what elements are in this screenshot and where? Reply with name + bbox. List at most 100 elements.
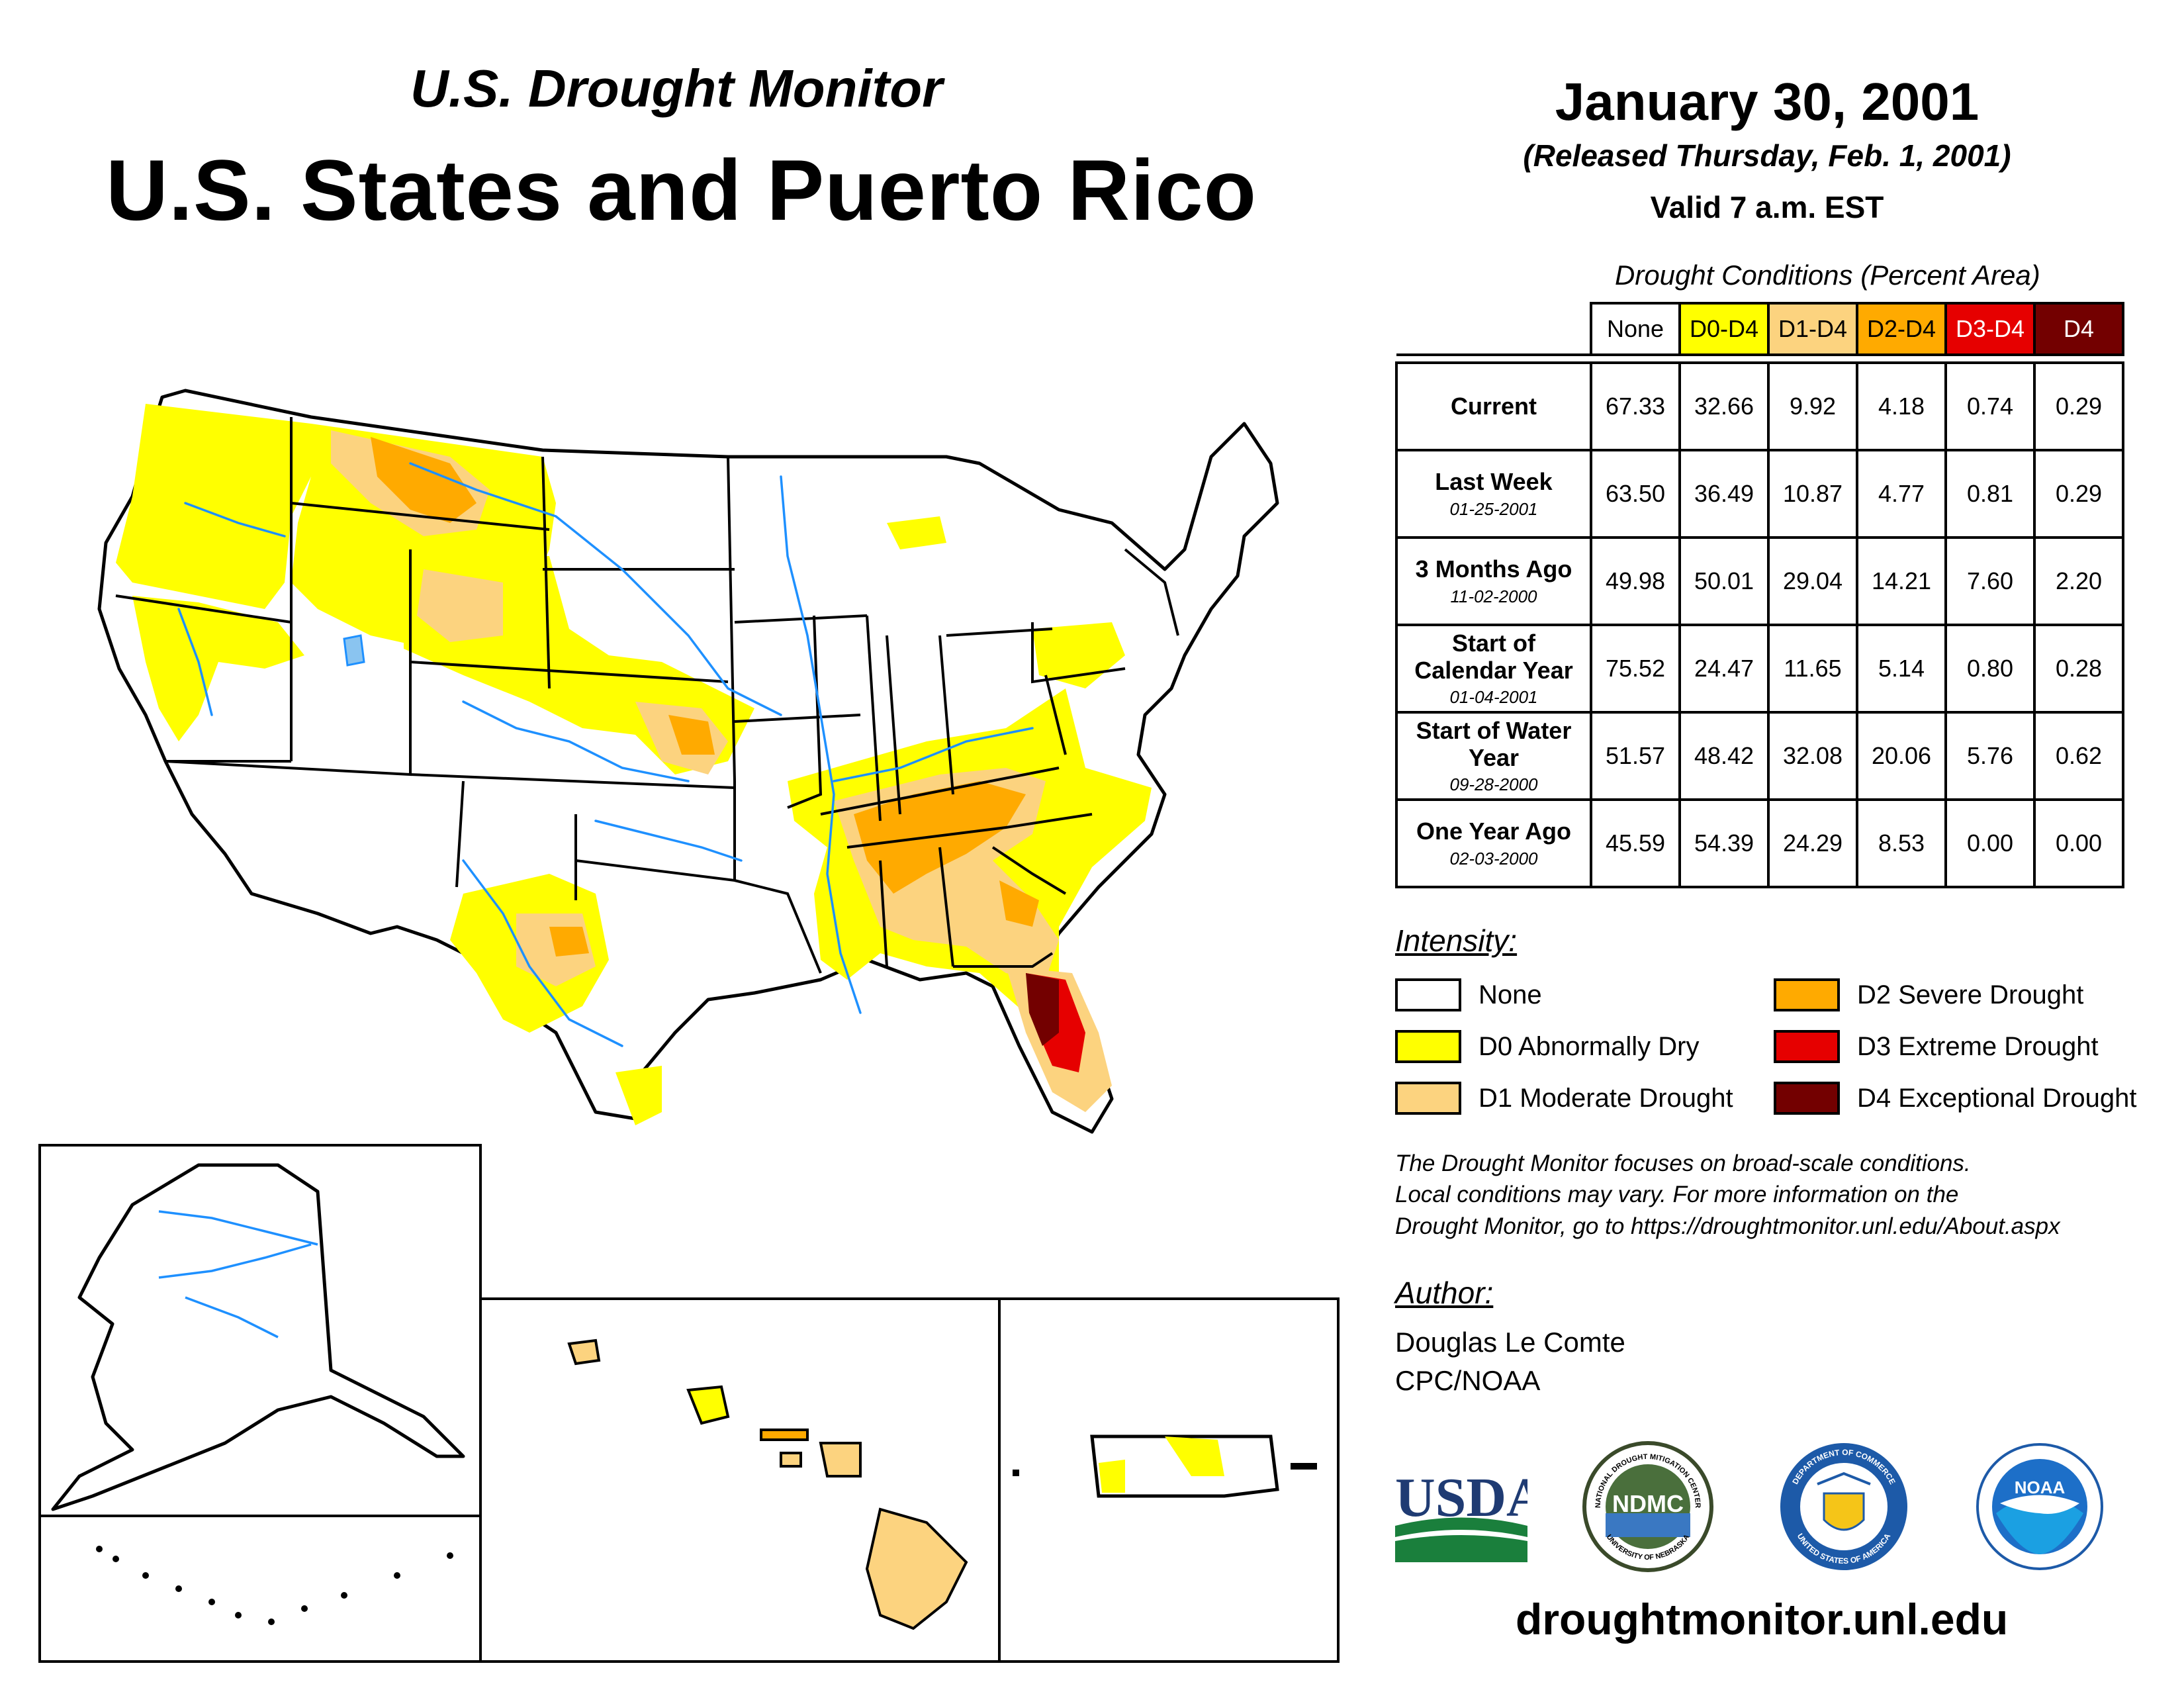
d4-florida — [1026, 973, 1059, 1046]
legend-item-d2: D2 Severe Drought — [1774, 978, 2083, 1011]
drought-table: None D0-D4 D1-D4 D2-D4 D3-D4 D4 Current … — [1395, 302, 2124, 888]
col-header-d2-d4: D2-D4 — [1856, 302, 1947, 356]
table-title: Drought Conditions (Percent Area) — [1615, 259, 2040, 291]
d0-puerto-rico-west — [1099, 1460, 1125, 1493]
legend-swatch — [1774, 1082, 1840, 1115]
footer-url-link[interactable]: droughtmonitor.unl.edu — [1516, 1595, 2009, 1644]
d0-california-nevada — [132, 596, 304, 741]
d2-southeast — [854, 781, 1026, 894]
cell-d4: 0.00 — [2033, 798, 2124, 888]
cell-d2-d4: 4.77 — [1856, 449, 1947, 539]
cell-none: 49.98 — [1590, 536, 1681, 626]
valid-time: Valid 7 a.m. EST — [1650, 190, 1884, 224]
date-block: January 30, 2001 (Released Thursday, Feb… — [1430, 71, 2105, 225]
cell-d2-d4: 14.21 — [1856, 536, 1947, 626]
col-header-d1-d4: D1-D4 — [1767, 302, 1858, 356]
cell-d1-d4: 10.87 — [1767, 449, 1858, 539]
legend-item-d4: D4 Exceptional Drought — [1774, 1082, 2136, 1115]
cell-d2-d4: 4.18 — [1856, 361, 1947, 451]
molokai — [760, 1429, 809, 1441]
author-org: CPC/NOAA — [1395, 1365, 1541, 1396]
table-row-current: Current 67.33 32.66 9.92 4.18 0.74 0.29 — [1395, 361, 2124, 451]
map-subtitle: U.S. Drought Monitor — [410, 59, 943, 118]
d2-montana — [371, 437, 477, 523]
maui — [819, 1442, 862, 1477]
table-row-last-week: Last Week 01-25-2001 63.50 36.49 10.87 4.… — [1395, 449, 2124, 539]
d0-michigan — [887, 516, 946, 549]
legend-title: Intensity: — [1395, 923, 1518, 958]
noaa-logo[interactable]: NOAA — [1974, 1440, 2106, 1576]
legend-label: D0 Abnormally Dry — [1479, 1031, 1700, 1061]
cell-d4: 2.20 — [2033, 536, 2124, 626]
d2-georgia — [999, 880, 1039, 927]
note-line[interactable]: Drought Monitor, go to https://droughtmo… — [1395, 1213, 2060, 1239]
note-line: Local conditions may vary. For more info… — [1395, 1182, 1959, 1208]
cell-d3-d4: 7.60 — [1944, 536, 2036, 626]
legend-label: D4 Exceptional Drought — [1857, 1083, 2137, 1113]
col-header-none: None — [1590, 302, 1681, 356]
usda-logo[interactable]: USDA — [1395, 1463, 1547, 1566]
hawaii-islands — [567, 1338, 968, 1630]
legend-swatch — [1774, 978, 1840, 1011]
map-title: U.S. States and Puerto Rico — [106, 142, 1257, 238]
row-label: One Year Ago 02-03-2000 — [1395, 798, 1592, 888]
table-header-row: None D0-D4 D1-D4 D2-D4 D3-D4 D4 — [1396, 302, 2124, 356]
cell-d4: 0.62 — [2033, 711, 2124, 801]
big-island — [865, 1507, 968, 1630]
commerce-seal-logo[interactable]: DEPARTMENT OF COMMERCE UNITED STATES OF … — [1778, 1440, 1910, 1576]
cell-d1-d4: 11.65 — [1767, 624, 1858, 714]
cell-d4: 0.29 — [2033, 361, 2124, 451]
cell-d3-d4: 0.74 — [1944, 361, 2036, 451]
cell-d3-d4: 5.76 — [1944, 711, 2036, 801]
cell-d0-d4: 36.49 — [1678, 449, 1770, 539]
legend-item-d3: D3 Extreme Drought — [1774, 1030, 2099, 1063]
legend-label: D3 Extreme Drought — [1857, 1031, 2099, 1061]
legend-swatch — [1395, 1030, 1461, 1063]
cell-none: 45.59 — [1590, 798, 1681, 888]
d0-pacific-northwest — [116, 404, 318, 609]
col-header-d4: D4 — [2033, 302, 2124, 356]
legend-item-d1: D1 Moderate Drought — [1395, 1082, 1733, 1115]
d1-wyoming — [417, 569, 503, 642]
cell-d2-d4: 5.14 — [1856, 624, 1947, 714]
cell-none: 51.57 — [1590, 711, 1681, 801]
kauai — [567, 1338, 601, 1366]
legend-item-none: None — [1395, 978, 1542, 1011]
d0-puerto-rico-east — [1165, 1436, 1224, 1476]
cell-d2-d4: 20.06 — [1856, 711, 1947, 801]
legend-label: D2 Severe Drought — [1857, 980, 2084, 1009]
cell-d4: 0.29 — [2033, 449, 2124, 539]
table-row-start-calendar-year: Start of Calendar Year 01-04-2001 75.52 2… — [1395, 624, 2124, 714]
cell-none: 67.33 — [1590, 361, 1681, 451]
table-row-one-year-ago: One Year Ago 02-03-2000 45.59 54.39 24.29… — [1395, 798, 2124, 888]
row-label: Last Week 01-25-2001 — [1395, 449, 1592, 539]
cell-d1-d4: 29.04 — [1767, 536, 1858, 626]
state-boundaries — [115, 417, 1179, 974]
aleutian-islands — [96, 1546, 453, 1625]
great-salt-lake — [343, 634, 365, 667]
cell-d3-d4: 0.81 — [1944, 449, 2036, 539]
noaa-logo-text: NOAA — [2015, 1477, 2066, 1497]
author-heading: Author: — [1395, 1276, 1494, 1310]
col-header-d3-d4: D3-D4 — [1944, 302, 2036, 356]
legend-label: None — [1479, 980, 1542, 1009]
ndmc-logo-text: NDMC — [1612, 1490, 1684, 1517]
rivers — [177, 462, 1034, 1047]
cell-d0-d4: 50.01 — [1678, 536, 1770, 626]
alaska-outline — [51, 1163, 465, 1511]
cell-d2-d4: 8.53 — [1856, 798, 1947, 888]
d2-nebraska — [668, 715, 715, 755]
cell-d0-d4: 32.66 — [1678, 361, 1770, 451]
cell-d1-d4: 24.29 — [1767, 798, 1858, 888]
table-row-3-months-ago: 3 Months Ago 11-02-2000 49.98 50.01 29.04… — [1395, 536, 2124, 626]
row-label: Start of Water Year 09-28-2000 — [1395, 711, 1592, 801]
legend-swatch — [1395, 978, 1461, 1011]
ndmc-logo[interactable]: NDMC NATIONAL DROUGHT MITIGATION CENTER … — [1582, 1440, 1714, 1576]
d0-texas-south — [615, 1066, 662, 1125]
legend-swatch — [1395, 1082, 1461, 1115]
disclaimer-note: The Drought Monitor focuses on broad-sca… — [1395, 1148, 2176, 1242]
cell-none: 63.50 — [1590, 449, 1681, 539]
lanai — [780, 1452, 802, 1468]
cell-d0-d4: 48.42 — [1678, 711, 1770, 801]
